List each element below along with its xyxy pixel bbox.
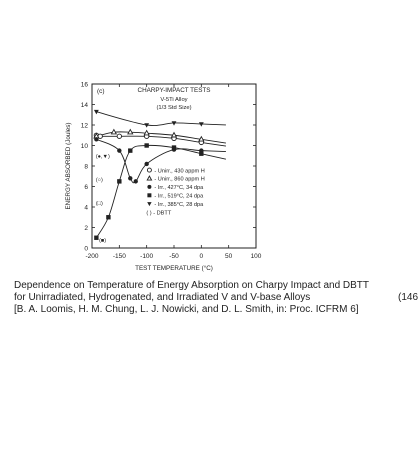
x-tick-label: -100 [140,253,153,260]
chart-subtitle: V-5Ti Alloy [160,97,187,103]
marker-triangle-down-filled [171,121,177,126]
figure-caption: Dependence on Temperature of Energy Abso… [14,280,414,317]
marker-square-filled [144,143,149,148]
chart-subtitle: (1/3 Std Size) [156,105,191,111]
series-curve-5 [96,111,226,126]
marker-square-filled [171,145,177,150]
marker-circle-filled [147,184,152,189]
y-tick-label: 2 [84,225,88,232]
marker-triangle-open [110,128,118,135]
marker-square-filled [106,215,111,220]
reference-number: (146 [398,292,419,303]
legend-label: - Irr., 427°C, 34 dpa [154,185,204,191]
marker-circle-filled [133,179,138,184]
x-tick-label: 50 [225,253,233,260]
legend-label: - Unirr., 430 appm H [154,168,204,174]
y-tick-label: 14 [81,102,89,109]
dbtt-label: (□) [96,201,103,207]
x-tick-label: 0 [200,253,204,260]
y-tick-label: 4 [84,204,88,211]
marker-triangle-down-filled [147,202,152,207]
marker-square-filled [128,148,133,153]
x-tick-label: -200 [85,253,98,260]
marker-circle-filled [144,161,149,167]
legend-label: - Irr., 519°C, 24 dpa [154,194,204,200]
y-tick-label: 8 [84,163,88,170]
legend-label: - Irr., 385°C, 28 dpa [154,202,204,208]
y-tick-label: 12 [81,122,89,129]
marker-triangle-down-filled [198,122,204,127]
series-curve-1 [96,134,226,147]
legend-label: - Unirr., 860 appm H [154,177,204,183]
marker-triangle-down-filled [144,123,150,128]
x-tick-label: -50 [169,253,179,260]
x-axis-label: TEST TEMPERATURE (°C) [135,264,213,272]
marker-circle-open [116,133,122,139]
marker-square-filled [147,193,152,198]
series-curve-3 [96,138,226,184]
marker-square-filled [199,151,204,156]
charpy-chart: -200 -150 -100 -50 0 50 100 0 2 4 6 8 10 12 14 16 TEST T… [52,66,284,276]
y-axis-label: ENERGY ABSORBED (Joules) [65,122,72,209]
dbtt-label: (●,▼) [96,154,110,160]
legend-label: ( ) - DBTT [146,210,171,216]
marker-triangle-open [170,131,178,138]
series-curve-4 [95,144,227,238]
marker-circle-filled [128,176,133,181]
marker-square-filled [117,179,122,184]
marker-triangle-down-filled [93,109,99,115]
marker-triangle-open [127,128,134,135]
y-tick-label: 10 [81,143,89,150]
x-tick-label: -150 [113,253,126,260]
marker-triangle-open [146,175,153,181]
dbtt-label: (○) [96,177,103,183]
x-tick-label: 100 [251,253,262,260]
marker-triangle-open [143,129,150,136]
marker-circle-filled [117,148,122,153]
dbtt-label: (■) [99,238,106,244]
panel-label: (c) [97,88,105,95]
caption-line-1: Dependence on Temperature of Energy Abso… [14,280,370,291]
y-tick-label: 0 [84,245,88,252]
marker-circle-filled [94,137,99,142]
chart-svg: -200 -150 -100 -50 0 50 100 0 2 4 6 8 10 12 14 16 TEST T… [65,81,262,272]
caption-line-3: [B. A. Loomis, H. M. Chung, L. J. Nowick… [14,304,359,316]
chart-title: CHARPY-IMPACT TESTS [138,87,211,94]
marker-square-filled [94,235,99,240]
y-tick-label: 6 [84,184,88,191]
caption-line-2: for Unirradiated, Hydrogenated, and Irra… [14,292,311,304]
y-tick-label: 16 [81,81,89,88]
marker-triangle-open [198,135,205,142]
marker-circle-open [146,167,152,173]
